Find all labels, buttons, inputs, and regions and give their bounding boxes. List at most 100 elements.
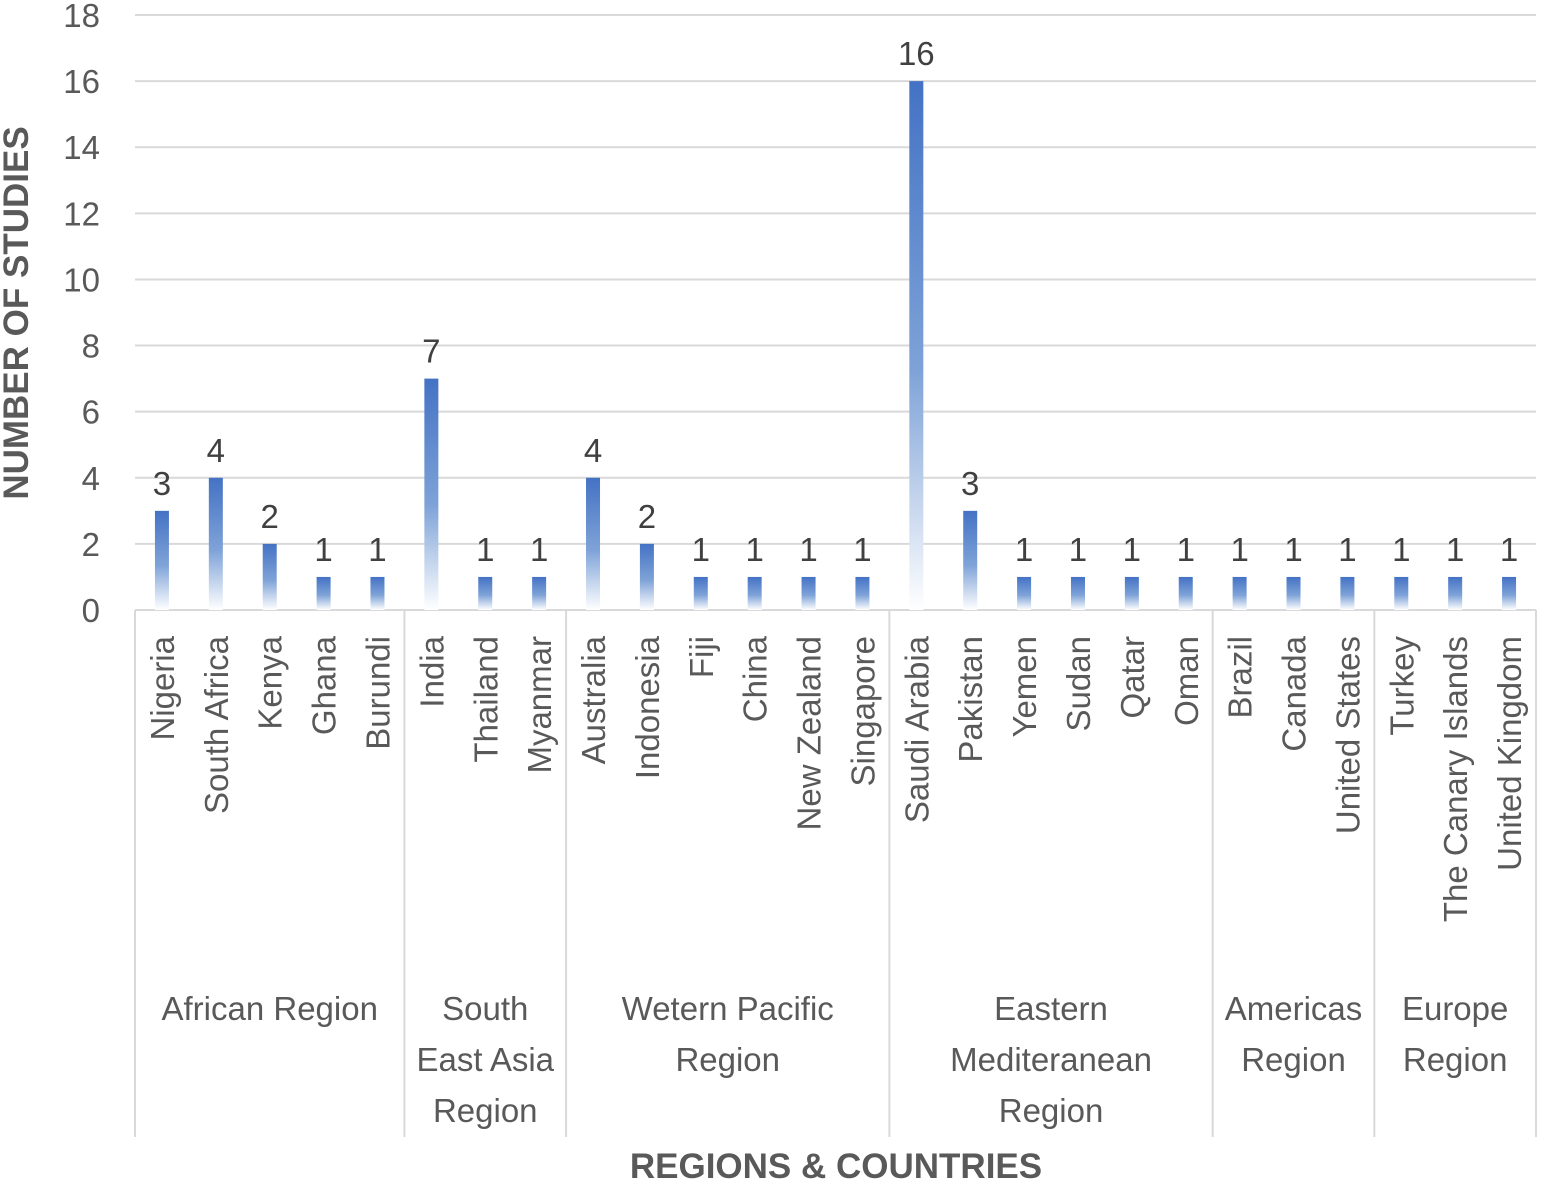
region-label: Wetern Pacific <box>622 990 834 1027</box>
bars <box>154 81 1517 611</box>
category-label: Singapore <box>844 636 881 786</box>
bar <box>1178 576 1193 610</box>
data-label: 4 <box>207 432 225 469</box>
y-tick-label: 18 <box>63 0 100 34</box>
data-label: 1 <box>1500 531 1518 568</box>
category-label: Burundi <box>359 636 396 750</box>
region-label: Region <box>1403 1041 1508 1078</box>
category-label: Saudi Arabia <box>898 635 935 823</box>
bar <box>1232 576 1247 610</box>
region-label: Americas <box>1225 990 1363 1027</box>
bar <box>424 378 439 610</box>
data-label: 1 <box>1177 531 1195 568</box>
gridlines <box>134 14 1537 1137</box>
category-label: United States <box>1329 636 1366 834</box>
group-labels: African Region South East Asia Region Wetern… <box>161 990 1508 1129</box>
category-label: Nigeria <box>144 635 181 740</box>
category-label: Yemen <box>1006 636 1043 738</box>
category-label: Pakistan <box>952 636 989 763</box>
y-axis-ticks: 0 2 4 6 8 10 12 14 16 18 <box>63 0 100 629</box>
bar <box>1394 576 1409 610</box>
category-label: Ghana <box>306 635 343 735</box>
data-label: 1 <box>799 531 817 568</box>
data-label: 1 <box>368 531 386 568</box>
bar <box>1502 576 1517 610</box>
bar <box>855 576 870 610</box>
y-tick-label: 14 <box>63 129 100 166</box>
bar <box>586 477 601 610</box>
data-label: 1 <box>1338 531 1356 568</box>
bar <box>154 510 169 610</box>
region-label: Europe <box>1402 990 1508 1027</box>
data-label: 1 <box>1069 531 1087 568</box>
data-label: 3 <box>961 465 979 502</box>
y-tick-label: 8 <box>82 328 100 365</box>
category-label: India <box>413 635 450 707</box>
bar <box>801 576 816 610</box>
bar <box>909 81 924 611</box>
bar <box>1340 576 1355 610</box>
category-label: Thailand <box>467 636 504 763</box>
bar <box>478 576 493 610</box>
data-label: 1 <box>1123 531 1141 568</box>
bar <box>1070 576 1085 610</box>
data-label: 2 <box>638 498 656 535</box>
category-label: Australia <box>575 635 612 764</box>
category-label: South Africa <box>198 635 235 814</box>
category-label: China <box>737 635 774 722</box>
region-label: South <box>442 990 528 1027</box>
bar <box>963 510 978 610</box>
category-label: Qatar <box>1114 636 1151 719</box>
category-label: United Kingdom <box>1491 636 1528 871</box>
data-label: 1 <box>476 531 494 568</box>
x-axis-title: REGIONS & COUNTRIES <box>630 1147 1042 1183</box>
data-label: 1 <box>530 531 548 568</box>
category-label: Myanmar <box>521 636 558 774</box>
region-label: Region <box>1241 1041 1346 1078</box>
bar <box>1017 576 1032 610</box>
y-tick-label: 10 <box>63 261 100 298</box>
category-label: Canada <box>1276 635 1313 751</box>
data-label: 1 <box>853 531 871 568</box>
category-label: Turkey <box>1383 636 1420 736</box>
bar <box>747 576 762 610</box>
data-label: 4 <box>584 432 602 469</box>
y-tick-label: 12 <box>63 195 100 232</box>
region-label: Eastern <box>994 990 1108 1027</box>
bar <box>208 477 223 610</box>
bar <box>693 576 708 610</box>
data-label: 1 <box>745 531 763 568</box>
category-label: Oman <box>1168 636 1205 726</box>
bar <box>532 576 547 610</box>
bar <box>1286 576 1301 610</box>
data-label: 1 <box>1230 531 1248 568</box>
bar <box>639 543 654 610</box>
y-tick-label: 0 <box>82 592 100 629</box>
data-label: 1 <box>314 531 332 568</box>
y-tick-label: 16 <box>63 63 100 100</box>
y-tick-label: 6 <box>82 394 100 431</box>
data-label: 1 <box>692 531 710 568</box>
category-labels: Nigeria South Africa Kenya Ghana Burundi Indi… <box>144 635 1528 922</box>
data-label: 2 <box>261 498 279 535</box>
bar <box>316 576 331 610</box>
bar <box>1124 576 1139 610</box>
category-label: Brazil <box>1222 636 1259 719</box>
category-label: Fiji <box>683 636 720 678</box>
category-label: Indonesia <box>629 635 666 779</box>
region-label: Region <box>999 1092 1104 1129</box>
y-axis-title: NUMBER OF STUDIES <box>0 126 36 499</box>
bar <box>370 576 385 610</box>
data-label: 3 <box>153 465 171 502</box>
category-label: Kenya <box>252 635 289 729</box>
category-label: The Canary Islands <box>1437 636 1474 922</box>
data-label: 1 <box>1284 531 1302 568</box>
category-label: New Zealand <box>791 636 828 830</box>
bar <box>262 543 277 610</box>
region-label: Region <box>433 1092 538 1129</box>
region-label: Region <box>675 1041 780 1078</box>
y-tick-label: 4 <box>82 460 100 497</box>
data-label: 1 <box>1015 531 1033 568</box>
